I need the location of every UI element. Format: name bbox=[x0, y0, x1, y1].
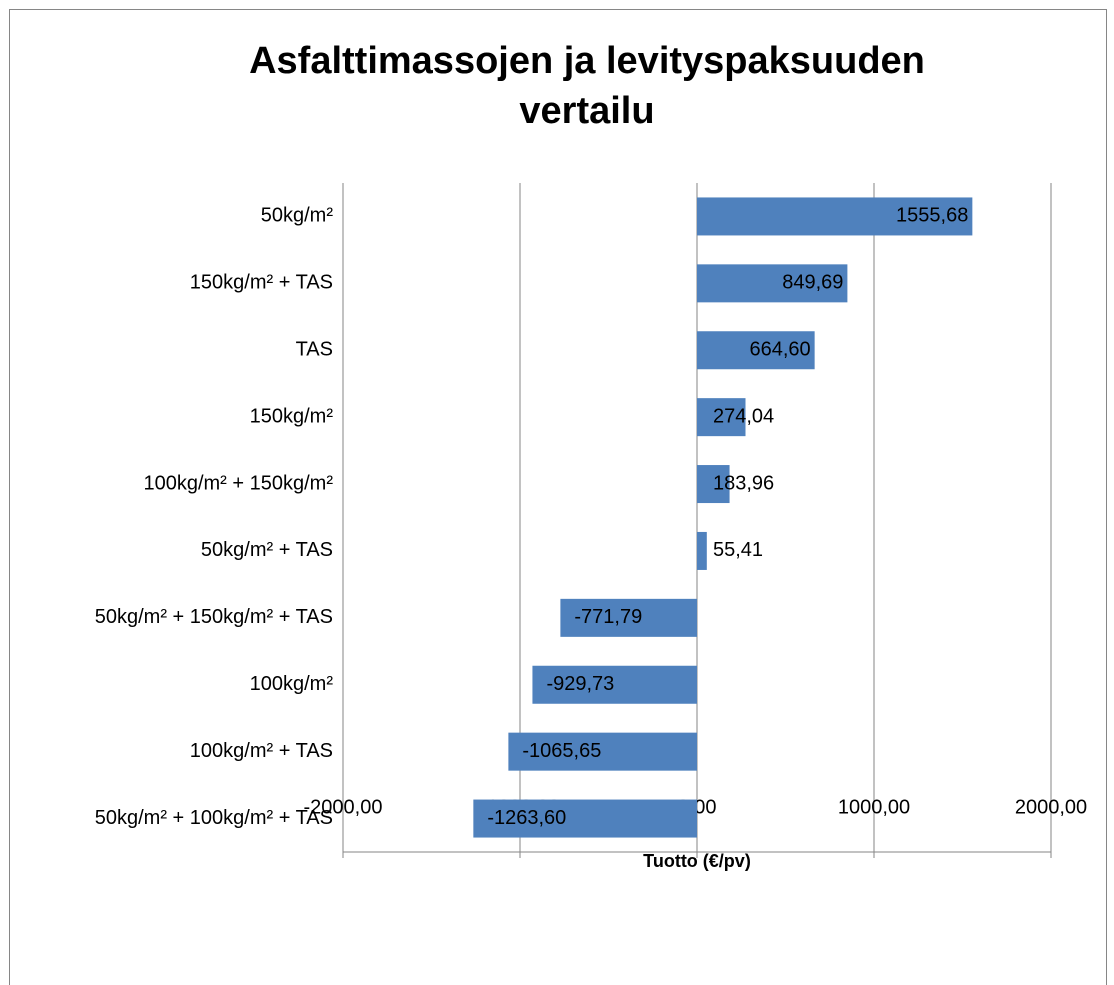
y-tick-label: 50kg/m² + 150kg/m² + TAS bbox=[95, 606, 333, 628]
value-label: 274,04 bbox=[713, 405, 774, 427]
chart-title: Asfalttimassojen ja levityspaksuuden ver… bbox=[249, 40, 925, 132]
bar bbox=[532, 665, 697, 704]
bar bbox=[473, 799, 697, 838]
value-label: -1065,65 bbox=[522, 740, 601, 762]
y-tick-label: 100kg/m² + 150kg/m² bbox=[143, 472, 333, 494]
value-label: 664,60 bbox=[749, 339, 810, 361]
value-label: -1263,60 bbox=[487, 807, 566, 829]
y-tick-label: 150kg/m² + TAS bbox=[190, 272, 333, 294]
bar bbox=[697, 331, 815, 370]
y-tick-label: 100kg/m² + TAS bbox=[190, 740, 333, 762]
y-tick-label: TAS bbox=[296, 339, 333, 361]
frame bbox=[9, 9, 1107, 985]
x-tick-label: 2000,00 bbox=[1015, 796, 1087, 818]
bar bbox=[560, 598, 697, 637]
y-tick-label: 50kg/m² bbox=[261, 205, 334, 227]
value-label: 849,69 bbox=[782, 272, 843, 294]
bar bbox=[508, 732, 697, 771]
y-tick-label: 150kg/m² bbox=[250, 405, 334, 427]
bar bbox=[697, 197, 973, 236]
value-label: 183,96 bbox=[713, 472, 774, 494]
bar bbox=[697, 398, 746, 437]
x-axis-title: Tuotto (€/pv) bbox=[643, 851, 751, 871]
y-tick-label: 50kg/m² + TAS bbox=[201, 539, 333, 561]
y-tick-label: 50kg/m² + 100kg/m² + TAS bbox=[95, 807, 333, 829]
bar bbox=[697, 264, 848, 303]
x-tick-label: 1000,00 bbox=[838, 796, 910, 818]
value-label: 55,41 bbox=[713, 539, 763, 561]
y-tick-label: 100kg/m² bbox=[250, 673, 334, 695]
x-tick-label: -2000,00 bbox=[304, 796, 383, 818]
value-label: 1555,68 bbox=[896, 205, 968, 227]
value-label: -929,73 bbox=[546, 673, 614, 695]
bar bbox=[697, 531, 707, 570]
bar bbox=[697, 465, 730, 504]
value-label: -771,79 bbox=[574, 606, 642, 628]
